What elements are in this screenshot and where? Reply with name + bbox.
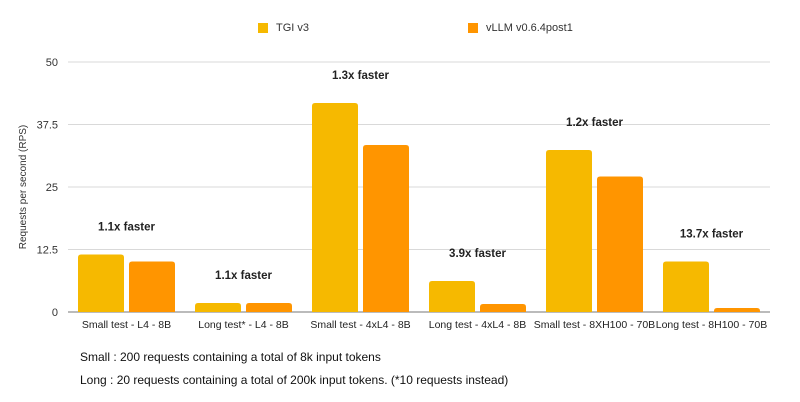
- legend-label-tgi: TGI v3: [276, 22, 310, 34]
- speedup-annotation-2: 1.3x faster: [332, 70, 389, 82]
- bar-tgi-0: [78, 254, 124, 312]
- speedup-annotation-5: 13.7x faster: [680, 229, 744, 241]
- speedup-annotation-4: 1.2x faster: [566, 117, 623, 129]
- x-tick-label-3: Long test - 4xL4 - 8B: [429, 319, 526, 331]
- x-tick-label-1: Long test* - L4 - 8B: [198, 319, 288, 331]
- bar-vllm-5: [714, 308, 760, 312]
- bar-vllm-3: [480, 304, 526, 312]
- bar-vllm-0: [129, 261, 175, 312]
- y-tick-label-3: 37.5: [37, 120, 58, 132]
- legend-swatch-tgi: [258, 23, 268, 33]
- x-tick-label-2: Small test - 4xL4 - 8B: [310, 319, 410, 331]
- bar-tgi-1: [195, 303, 241, 312]
- x-tick-label-0: Small test - L4 - 8B: [82, 319, 171, 331]
- speedup-annotation-3: 3.9x faster: [449, 248, 506, 260]
- y-tick-label-4: 50: [46, 57, 58, 69]
- y-tick-label-0: 0: [52, 307, 58, 319]
- bar-vllm-1: [246, 303, 292, 312]
- legend-item-tgi: TGI v3: [258, 22, 309, 34]
- note-long: Long : 20 requests containing a total of…: [80, 373, 509, 387]
- y-axis-label: Requests per second (RPS): [18, 125, 29, 250]
- x-tick-label-4: Small test - 8XH100 - 70B: [534, 319, 655, 331]
- bar-tgi-5: [663, 261, 709, 312]
- y-tick-label-1: 12.5: [37, 245, 58, 257]
- bar-tgi-2: [312, 103, 358, 312]
- legend-swatch-vllm: [468, 23, 478, 33]
- y-tick-label-2: 25: [46, 182, 58, 194]
- bar-vllm-2: [363, 145, 409, 312]
- bar-tgi-3: [429, 281, 475, 312]
- x-tick-label-5: Long test - 8H100 - 70B: [656, 319, 768, 331]
- bar-vllm-4: [597, 176, 643, 312]
- note-small: Small : 200 requests containing a total …: [80, 350, 381, 364]
- bar-tgi-4: [546, 150, 592, 312]
- legend-label-vllm: vLLM v0.6.4post1: [486, 22, 573, 34]
- legend-item-vllm: vLLM v0.6.4post1: [468, 22, 573, 34]
- speedup-annotation-1: 1.1x faster: [215, 270, 272, 282]
- speedup-annotation-0: 1.1x faster: [98, 222, 155, 234]
